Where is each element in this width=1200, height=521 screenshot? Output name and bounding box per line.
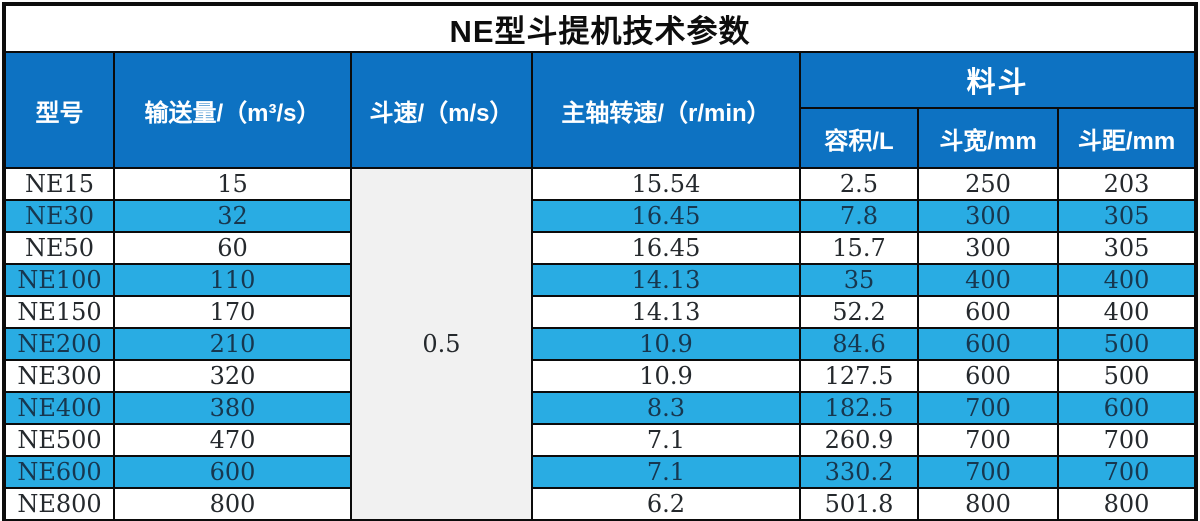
column-header-capacity: 输送量/（m³/s） [113,51,352,169]
bucket-pitch-cell: 203 [1056,167,1198,201]
bucket-pitch-cell: 600 [1056,391,1198,425]
model-cell: NE30 [3,199,115,233]
header-row-sub: 容积/L 斗宽/mm 斗距/mm [4,107,1198,169]
volume-cell: 84.6 [799,327,919,361]
model-cell: NE400 [3,391,115,425]
bucket-pitch-cell: 305 [1056,231,1198,265]
capacity-cell: 170 [113,295,352,329]
bucket-width-cell: 250 [917,167,1059,201]
table-row: NE30 32 16.45 7.8 300 305 [3,199,1198,233]
model-cell: NE50 [3,231,115,265]
bucket-width-cell: 700 [917,391,1059,425]
model-cell: NE150 [3,295,115,329]
capacity-cell: 32 [113,199,352,233]
volume-cell: 2.5 [799,167,919,201]
bucket-pitch-cell: 500 [1056,359,1198,393]
model-cell: NE15 [3,167,115,201]
column-header-bucket-width: 斗宽/mm [917,107,1059,169]
model-cell: NE100 [3,263,115,297]
shaft-speed-cell: 15.54 [531,167,801,201]
bucket-pitch-cell: 500 [1056,327,1198,361]
shaft-speed-cell: 7.1 [531,455,801,489]
capacity-cell: 800 [113,487,352,521]
table-row: NE50 60 16.45 15.7 300 305 [3,231,1198,265]
bucket-pitch-cell: 800 [1056,487,1198,521]
bucket-width-cell: 300 [917,199,1059,233]
model-cell: NE500 [3,423,115,457]
column-group-header-bucket: 料斗 [798,51,1198,109]
model-cell: NE600 [3,455,115,489]
volume-cell: 127.5 [799,359,919,393]
table-row: NE400 380 8.3 182.5 700 600 [3,391,1198,425]
bucket-speed-merged-cell: 0.5 [350,167,533,521]
table-row: NE15 15 0.5 15.54 2.5 250 203 [3,167,1198,521]
column-header-bucket-speed: 斗速/（m/s） [350,51,533,169]
shaft-speed-cell: 6.2 [531,487,801,521]
column-header-volume: 容积/L [799,107,919,169]
volume-cell: 501.8 [799,487,919,521]
shaft-speed-cell: 8.3 [531,391,801,425]
table-row: NE200 210 10.9 84.6 600 500 [3,327,1198,361]
model-cell: NE200 [3,327,115,361]
column-header-model: 型号 [3,51,115,169]
bucket-width-cell: 400 [917,263,1059,297]
table-row: NE100 110 14.13 35 400 400 [3,263,1198,297]
capacity-cell: 470 [113,423,352,457]
volume-cell: 260.9 [799,423,919,457]
bucket-width-cell: 600 [917,327,1059,361]
volume-cell: 7.8 [799,199,919,233]
bucket-width-cell: 600 [917,295,1059,329]
shaft-speed-cell: 10.9 [531,327,801,361]
capacity-cell: 110 [113,263,352,297]
bucket-width-cell: 700 [917,423,1059,457]
shaft-speed-cell: 10.9 [531,359,801,393]
bucket-pitch-cell: 305 [1056,199,1198,233]
bucket-pitch-cell: 400 [1056,295,1198,329]
capacity-cell: 60 [113,231,352,265]
bucket-pitch-cell: 700 [1056,423,1198,457]
capacity-cell: 380 [113,391,352,425]
bucket-width-cell: 600 [917,359,1059,393]
column-header-shaft-speed: 主轴转速/（r/min） [531,51,801,169]
bucket-width-cell: 300 [917,231,1059,265]
bucket-pitch-cell: 400 [1056,263,1198,297]
model-cell: NE300 [3,359,115,393]
table-row: NE150 170 14.13 52.2 600 400 [3,295,1198,329]
table-row: NE600 600 7.1 330.2 700 700 [3,455,1198,489]
volume-cell: 35 [799,263,919,297]
capacity-cell: 210 [113,327,352,361]
bucket-width-cell: 800 [917,487,1059,521]
column-header-bucket-pitch: 斗距/mm [1056,107,1198,169]
volume-cell: 52.2 [799,295,919,329]
capacity-cell: 600 [113,455,352,489]
shaft-speed-cell: 7.1 [531,423,801,457]
table-title: NE型斗提机技术参数 [2,3,1198,53]
title-row: NE型斗提机技术参数 [2,3,1198,53]
volume-cell: 15.7 [799,231,919,265]
table-row: NE500 470 7.1 260.9 700 700 [3,423,1198,457]
bucket-pitch-cell: 700 [1056,455,1198,489]
shaft-speed-cell: 16.45 [531,199,801,233]
model-cell: NE800 [3,487,115,521]
shaft-speed-cell: 16.45 [531,231,801,265]
table-body: NE15 15 0.5 15.54 2.5 250 203 NE30 32 16.45 7.8 300… [3,167,1198,521]
table-row: NE300 320 10.9 127.5 600 500 [3,359,1198,393]
bucket-width-cell: 700 [917,455,1059,489]
volume-cell: 182.5 [799,391,919,425]
capacity-cell: 320 [113,359,352,393]
capacity-cell: 15 [113,167,352,201]
table-row: NE800 800 6.2 501.8 800 800 [3,487,1198,521]
shaft-speed-cell: 14.13 [531,295,801,329]
volume-cell: 330.2 [799,455,919,489]
shaft-speed-cell: 14.13 [531,263,801,297]
header-row-main: 型号 输送量/（m³/s） 斗速/（m/s） 主轴转速/（r/min） 料斗 [3,51,1198,169]
